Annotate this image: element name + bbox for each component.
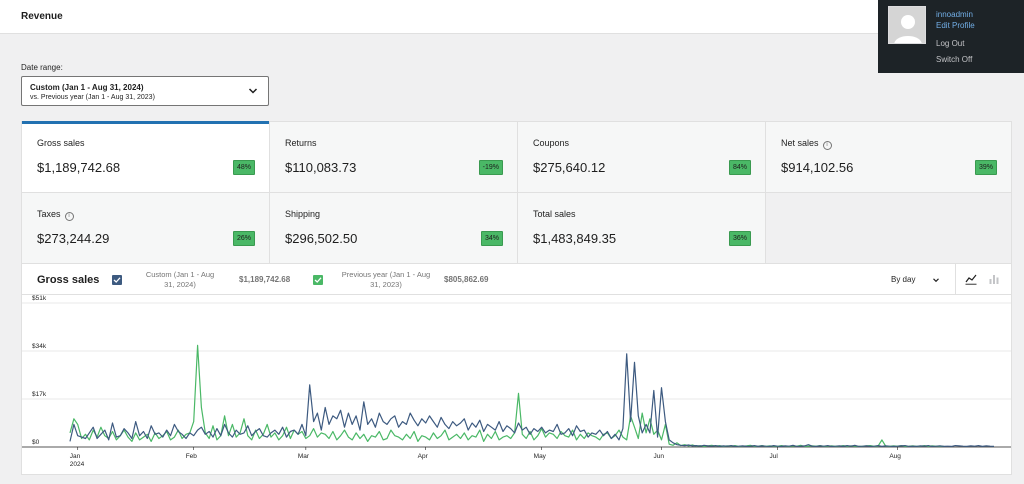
y-tick-label: $0 [32, 439, 40, 446]
check-icon [314, 277, 322, 283]
legend-checkbox-previous[interactable] [313, 275, 323, 285]
card-label: Coupons [533, 138, 570, 148]
legend-name-line1: Previous year (Jan 1 - Aug [341, 270, 431, 279]
y-tick-label: $34k [32, 343, 47, 350]
card-coupons[interactable]: Coupons $275,640.12 84% [518, 122, 766, 193]
x-tick-label: Jun [654, 453, 665, 460]
card-net-sales[interactable]: Net sales i $914,102.56 39% [766, 122, 1011, 193]
log-out-link[interactable]: Log Out [936, 39, 965, 48]
chart-header: Gross sales Custom (Jan 1 - Aug 31, 2024… [22, 264, 1011, 295]
card-shipping[interactable]: Shipping $296,502.50 34% [270, 193, 518, 264]
summary-cards: Gross sales $1,189,742.68 48% Returns $1… [21, 121, 1012, 264]
y-tick-label: $51k [32, 295, 47, 302]
card-label: Gross sales [37, 138, 85, 148]
chevron-down-icon [248, 88, 258, 94]
top-bar: Revenue [0, 0, 1024, 34]
info-icon[interactable]: i [64, 212, 74, 221]
card-value: $1,189,742.68 [37, 160, 121, 175]
card-total-sales[interactable]: Total sales $1,483,849.35 36% [518, 193, 766, 264]
card-taxes[interactable]: Taxes i $273,244.29 26% [22, 193, 270, 264]
card-gross-sales[interactable]: Gross sales $1,189,742.68 48% [22, 121, 270, 193]
page-title: Revenue [21, 11, 63, 22]
avatar[interactable] [888, 6, 926, 44]
date-range-selected: Custom (Jan 1 - Aug 31, 2024) [30, 83, 144, 92]
interval-select[interactable]: By day [891, 275, 916, 284]
divider [955, 264, 956, 295]
series-line-previous [69, 344, 944, 447]
date-range-label: Date range: [21, 63, 63, 72]
user-menu: innoadmin Edit Profile Log Out Switch Of… [878, 0, 1024, 73]
card-returns[interactable]: Returns $110,083.73 -19% [270, 122, 518, 193]
chart-title: Gross sales [37, 274, 100, 286]
legend-value-previous: $805,862.69 [444, 275, 489, 284]
card-label: Taxes i [37, 209, 74, 221]
delta-badge: 34% [480, 231, 503, 246]
bar-chart-icon[interactable] [988, 273, 1000, 285]
username-link[interactable]: innoadmin [936, 10, 973, 19]
x-tick-label: Jan [70, 453, 81, 460]
card-value: $296,502.50 [285, 231, 358, 246]
edit-profile-link[interactable]: Edit Profile [936, 21, 975, 30]
x-tick-label: Feb [186, 453, 198, 460]
delta-badge: -19% [478, 160, 503, 175]
delta-badge: 48% [232, 160, 255, 175]
x-tick-label: Aug [889, 453, 901, 460]
legend-name-current: Custom (Jan 1 - Aug 31, 2024) [132, 270, 228, 290]
x-tick-label: Jul [769, 453, 778, 460]
delta-badge: 26% [232, 231, 255, 246]
legend-name-previous: Previous year (Jan 1 - Aug 31, 2023) [328, 270, 444, 290]
legend-value-current: $1,189,742.68 [239, 275, 291, 284]
date-range-compare: vs. Previous year (Jan 1 - Aug 31, 2023) [30, 94, 155, 101]
card-value: $273,244.29 [37, 231, 110, 246]
legend-name-line2: 31, 2024) [164, 280, 196, 289]
legend-name-line2: 31, 2023) [370, 280, 402, 289]
series-line-current [69, 353, 995, 447]
chevron-down-icon[interactable] [932, 276, 940, 284]
card-label: Total sales [533, 209, 576, 219]
x-tick-sublabel: 2024 [70, 461, 85, 468]
x-tick-label: Apr [418, 453, 429, 460]
card-value: $914,102.56 [781, 160, 854, 175]
date-range-dropdown[interactable]: Custom (Jan 1 - Aug 31, 2024) vs. Previo… [21, 76, 269, 106]
legend-name-line1: Custom (Jan 1 - Aug [145, 270, 215, 279]
card-label: Shipping [285, 209, 321, 219]
check-icon [113, 277, 121, 283]
chart-panel: Gross sales Custom (Jan 1 - Aug 31, 2024… [21, 263, 1012, 475]
y-tick-label: $17k [32, 391, 47, 398]
legend-checkbox-current[interactable] [112, 275, 122, 285]
info-icon[interactable]: i [822, 141, 832, 150]
card-label-text: Net sales [781, 138, 819, 148]
card-empty [766, 193, 1011, 264]
delta-badge: 84% [728, 160, 751, 175]
card-value: $1,483,849.35 [533, 231, 617, 246]
card-label-text: Taxes [37, 209, 61, 219]
x-tick-label: May [534, 453, 547, 460]
delta-badge: 36% [728, 231, 751, 246]
delta-badge: 39% [974, 160, 997, 175]
line-chart-icon[interactable] [965, 273, 977, 285]
card-value: $275,640.12 [533, 160, 606, 175]
switch-off-link[interactable]: Switch Off [936, 55, 973, 64]
card-label: Returns [285, 138, 317, 148]
card-label: Net sales i [781, 138, 832, 150]
x-tick-label: Mar [298, 453, 310, 460]
card-value: $110,083.73 [285, 160, 357, 175]
